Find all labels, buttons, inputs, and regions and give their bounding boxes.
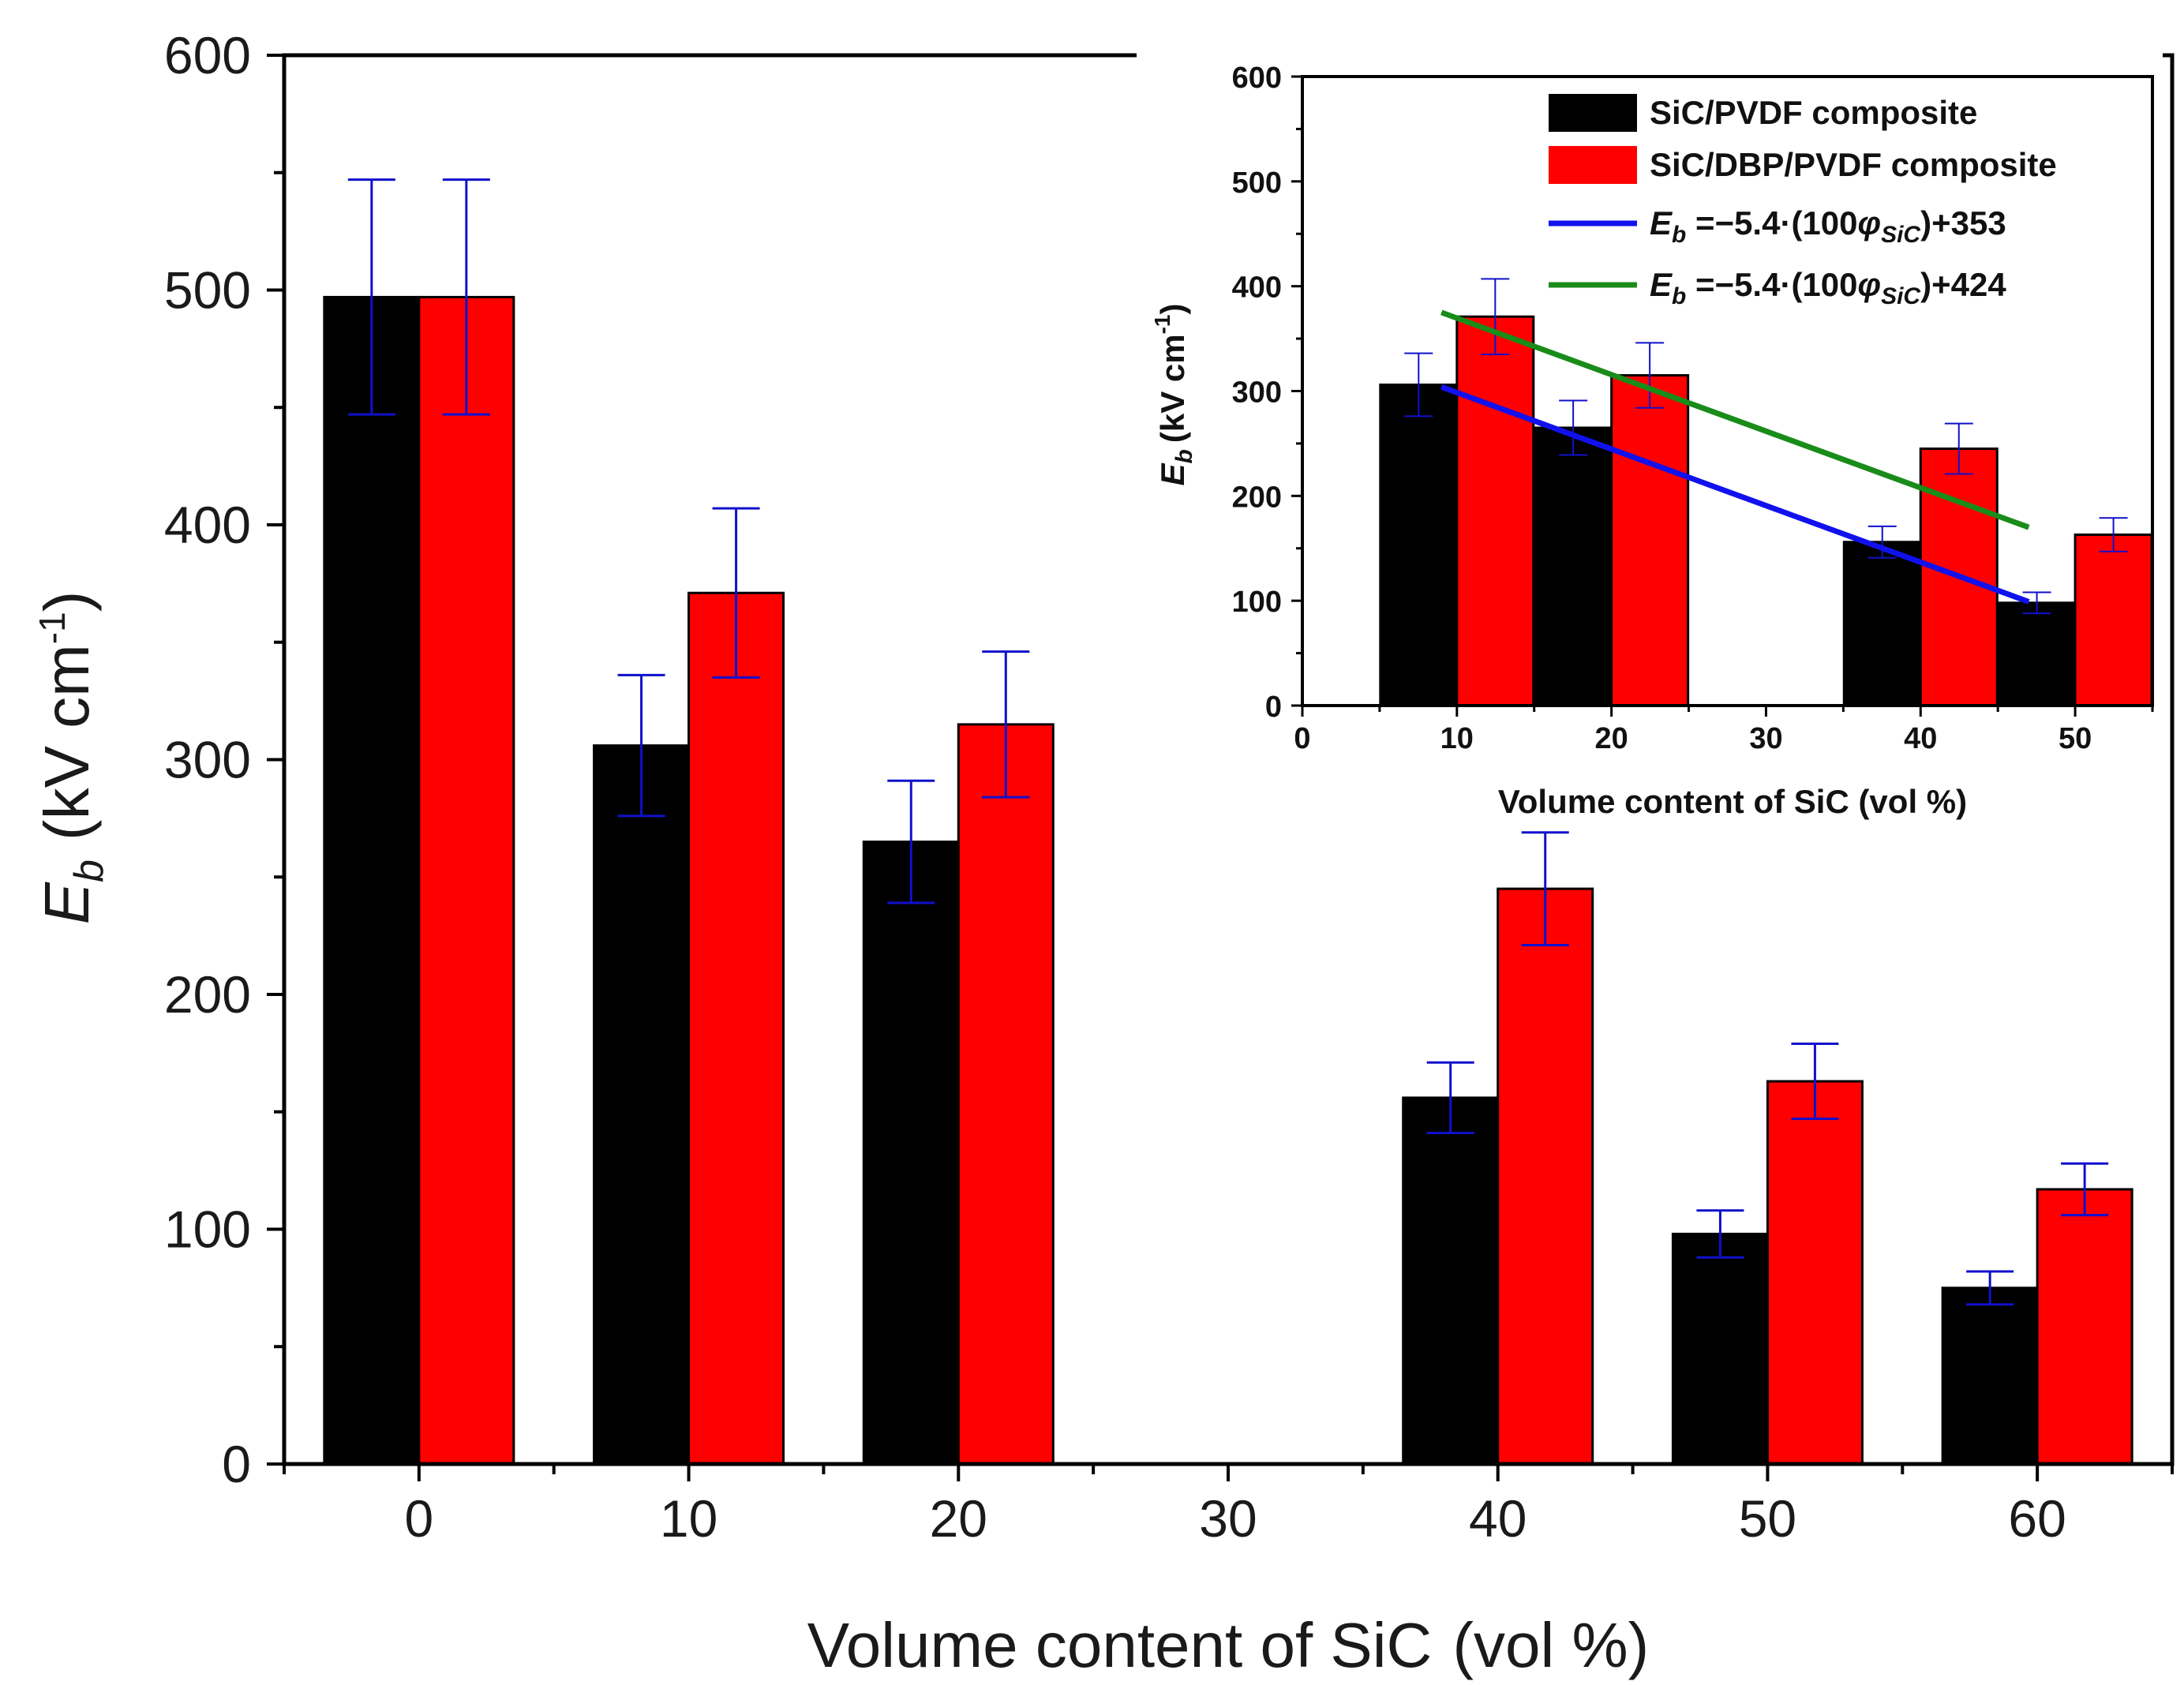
fit-424-symbol: E bbox=[1650, 266, 1673, 303]
legend-swatch-sic-pvdf bbox=[1549, 94, 1637, 132]
main-y-tick-label-600: 600 bbox=[164, 26, 251, 84]
main-x-tick-label-20: 20 bbox=[930, 1489, 987, 1548]
fit-353-sub: b bbox=[1672, 222, 1686, 248]
inset-y-axis-label-sub: b bbox=[1171, 449, 1197, 463]
inset-x-tick-label-50: 50 bbox=[2059, 722, 2092, 755]
legend-swatch-sic-dbp-pvdf bbox=[1549, 146, 1637, 184]
inset-x-tick-label-30: 30 bbox=[1749, 722, 1782, 755]
main-bar-sic-pvdf-20 bbox=[862, 841, 960, 1466]
inset-error-bars bbox=[1404, 278, 2128, 615]
legend-label-fit-353: Eb =−5.4·(100φSiC)+353 bbox=[1650, 204, 2006, 248]
inset-y-tick-label-400: 400 bbox=[1232, 271, 1282, 305]
main-x-axis-label-unit: (vol %) bbox=[1452, 1610, 1649, 1680]
main-y-axis-label: Eb (kV cm-1) bbox=[32, 591, 112, 925]
main-bar-sic-pvdf-50 bbox=[1671, 1232, 1769, 1466]
inset-y-axis-label-exp: -1 bbox=[1150, 315, 1174, 335]
inset-y-axis-label-unit: (kV cm bbox=[1154, 334, 1191, 443]
main-bar-sic-dbp-pvdf-60 bbox=[2036, 1188, 2133, 1466]
inset-y-tick-label-200: 200 bbox=[1232, 481, 1282, 514]
fit-424-phi: φ bbox=[1858, 266, 1882, 303]
inset-fit-lines bbox=[1440, 309, 2030, 605]
inset-y-axis: 0 100 200 300 400 500 600 bbox=[1232, 62, 1302, 724]
inset-y-axis-label: Eb (kV cm-1) bbox=[1150, 304, 1197, 486]
main-bar-sic-pvdf-10 bbox=[593, 744, 691, 1466]
main-y-axis-label-symbol: E bbox=[32, 881, 102, 924]
main-bar-sic-dbp-pvdf-50 bbox=[1766, 1080, 1864, 1466]
inset-x-tick-label-0: 0 bbox=[1294, 722, 1310, 755]
main-y-tick-label-0: 0 bbox=[222, 1435, 251, 1493]
inset-y-tick-label-0: 0 bbox=[1265, 691, 1282, 724]
main-y-axis-label-close: ) bbox=[32, 591, 102, 612]
fit-353-phi: φ bbox=[1858, 204, 1882, 242]
inset-y-axis-label-close: ) bbox=[1154, 304, 1191, 315]
inset-bar-sic-pvdf-10 bbox=[1379, 384, 1459, 707]
main-bar-sic-pvdf-60 bbox=[1941, 1286, 2039, 1466]
fit-424-phisub: SiC bbox=[1881, 283, 1921, 309]
inset-x-axis: 0 10 20 30 40 50 bbox=[1294, 706, 2154, 755]
fit-424-mid: =−5.4·(100 bbox=[1686, 266, 1857, 303]
inset-x-tick-label-10: 10 bbox=[1440, 722, 1474, 755]
inset-legend: SiC/PVDF composite SiC/DBP/PVDF composit… bbox=[1549, 94, 2057, 309]
main-y-axis-label-exp: -1 bbox=[32, 612, 73, 644]
main-y-tick-label-200: 200 bbox=[164, 965, 251, 1024]
main-x-axis: 0 10 20 30 40 50 60 bbox=[283, 1464, 2174, 1548]
inset-bar-sic-pvdf-20 bbox=[1534, 426, 1613, 707]
fit-424-sub: b bbox=[1672, 283, 1686, 309]
main-bar-sic-dbp-pvdf-10 bbox=[687, 591, 785, 1466]
main-x-tick-label-0: 0 bbox=[404, 1489, 433, 1548]
inset-y-axis-label-symbol: E bbox=[1154, 462, 1191, 485]
inset-y-tick-label-500: 500 bbox=[1232, 167, 1282, 200]
main-y-tick-label-100: 100 bbox=[164, 1200, 251, 1259]
inset-bar-sic-pvdf-40 bbox=[1842, 541, 1922, 707]
inset-bar-sic-dbp-pvdf-20 bbox=[1610, 374, 1690, 707]
main-x-tick-label-30: 30 bbox=[1199, 1489, 1257, 1548]
fit-353-mid: =−5.4·(100 bbox=[1686, 204, 1857, 242]
main-y-tick-label-300: 300 bbox=[164, 731, 251, 789]
inset-chart: 0 100 200 300 400 500 600 0 10 20 30 40 50 Volume c… bbox=[1137, 47, 2163, 829]
main-bars bbox=[323, 295, 2133, 1466]
fit-353-post: )+353 bbox=[1920, 204, 2006, 242]
main-x-axis-label-text: Volume content of SiC bbox=[807, 1610, 1433, 1680]
main-x-tick-label-60: 60 bbox=[2008, 1489, 2066, 1548]
inset-x-axis-label: Volume content of SiC (vol %) bbox=[1498, 783, 1967, 820]
main-x-tick-label-50: 50 bbox=[1739, 1489, 1796, 1548]
legend-label-sic-dbp-pvdf: SiC/DBP/PVDF composite bbox=[1650, 146, 2057, 183]
main-y-axis-label-sub: b bbox=[66, 859, 112, 882]
main-y-tick-label-400: 400 bbox=[164, 496, 251, 554]
main-y-axis: 0 100 200 300 400 500 600 bbox=[164, 26, 284, 1493]
inset-bar-sic-dbp-pvdf-50 bbox=[2073, 533, 2153, 707]
inset-y-tick-label-100: 100 bbox=[1232, 586, 1282, 619]
fit-424-post: )+424 bbox=[1920, 266, 2006, 303]
inset-y-tick-label-600: 600 bbox=[1232, 62, 1282, 95]
main-bar-sic-dbp-pvdf-40 bbox=[1497, 887, 1594, 1466]
main-y-tick-label-500: 500 bbox=[164, 261, 251, 320]
main-bar-sic-dbp-pvdf-20 bbox=[957, 723, 1055, 1466]
inset-fit-line-353 bbox=[1440, 384, 2030, 605]
main-bar-sic-pvdf-0 bbox=[323, 295, 421, 1466]
fit-353-phisub: SiC bbox=[1881, 222, 1921, 248]
inset-x-tick-label-40: 40 bbox=[1904, 722, 1937, 755]
inset-bars bbox=[1379, 315, 2153, 707]
main-bar-sic-pvdf-40 bbox=[1402, 1096, 1500, 1466]
legend-label-sic-pvdf: SiC/PVDF composite bbox=[1650, 94, 1977, 131]
main-x-axis-label: Volume content of SiC (vol %) bbox=[807, 1610, 1649, 1680]
main-bar-sic-dbp-pvdf-0 bbox=[418, 295, 515, 1466]
inset-fit-line-424 bbox=[1440, 309, 2030, 530]
main-x-tick-label-10: 10 bbox=[660, 1489, 717, 1548]
main-y-axis-label-unit: (kV cm bbox=[32, 644, 102, 841]
main-error-bars bbox=[347, 178, 2109, 1306]
inset-y-tick-label-300: 300 bbox=[1232, 376, 1282, 410]
inset-x-tick-label-20: 20 bbox=[1594, 722, 1628, 755]
fit-353-symbol: E bbox=[1650, 204, 1673, 242]
inset-bar-sic-dbp-pvdf-10 bbox=[1455, 315, 1535, 707]
legend-label-fit-424: Eb =−5.4·(100φSiC)+424 bbox=[1650, 266, 2006, 309]
inset-bar-sic-pvdf-50 bbox=[1997, 601, 2077, 707]
main-x-tick-label-40: 40 bbox=[1469, 1489, 1527, 1548]
